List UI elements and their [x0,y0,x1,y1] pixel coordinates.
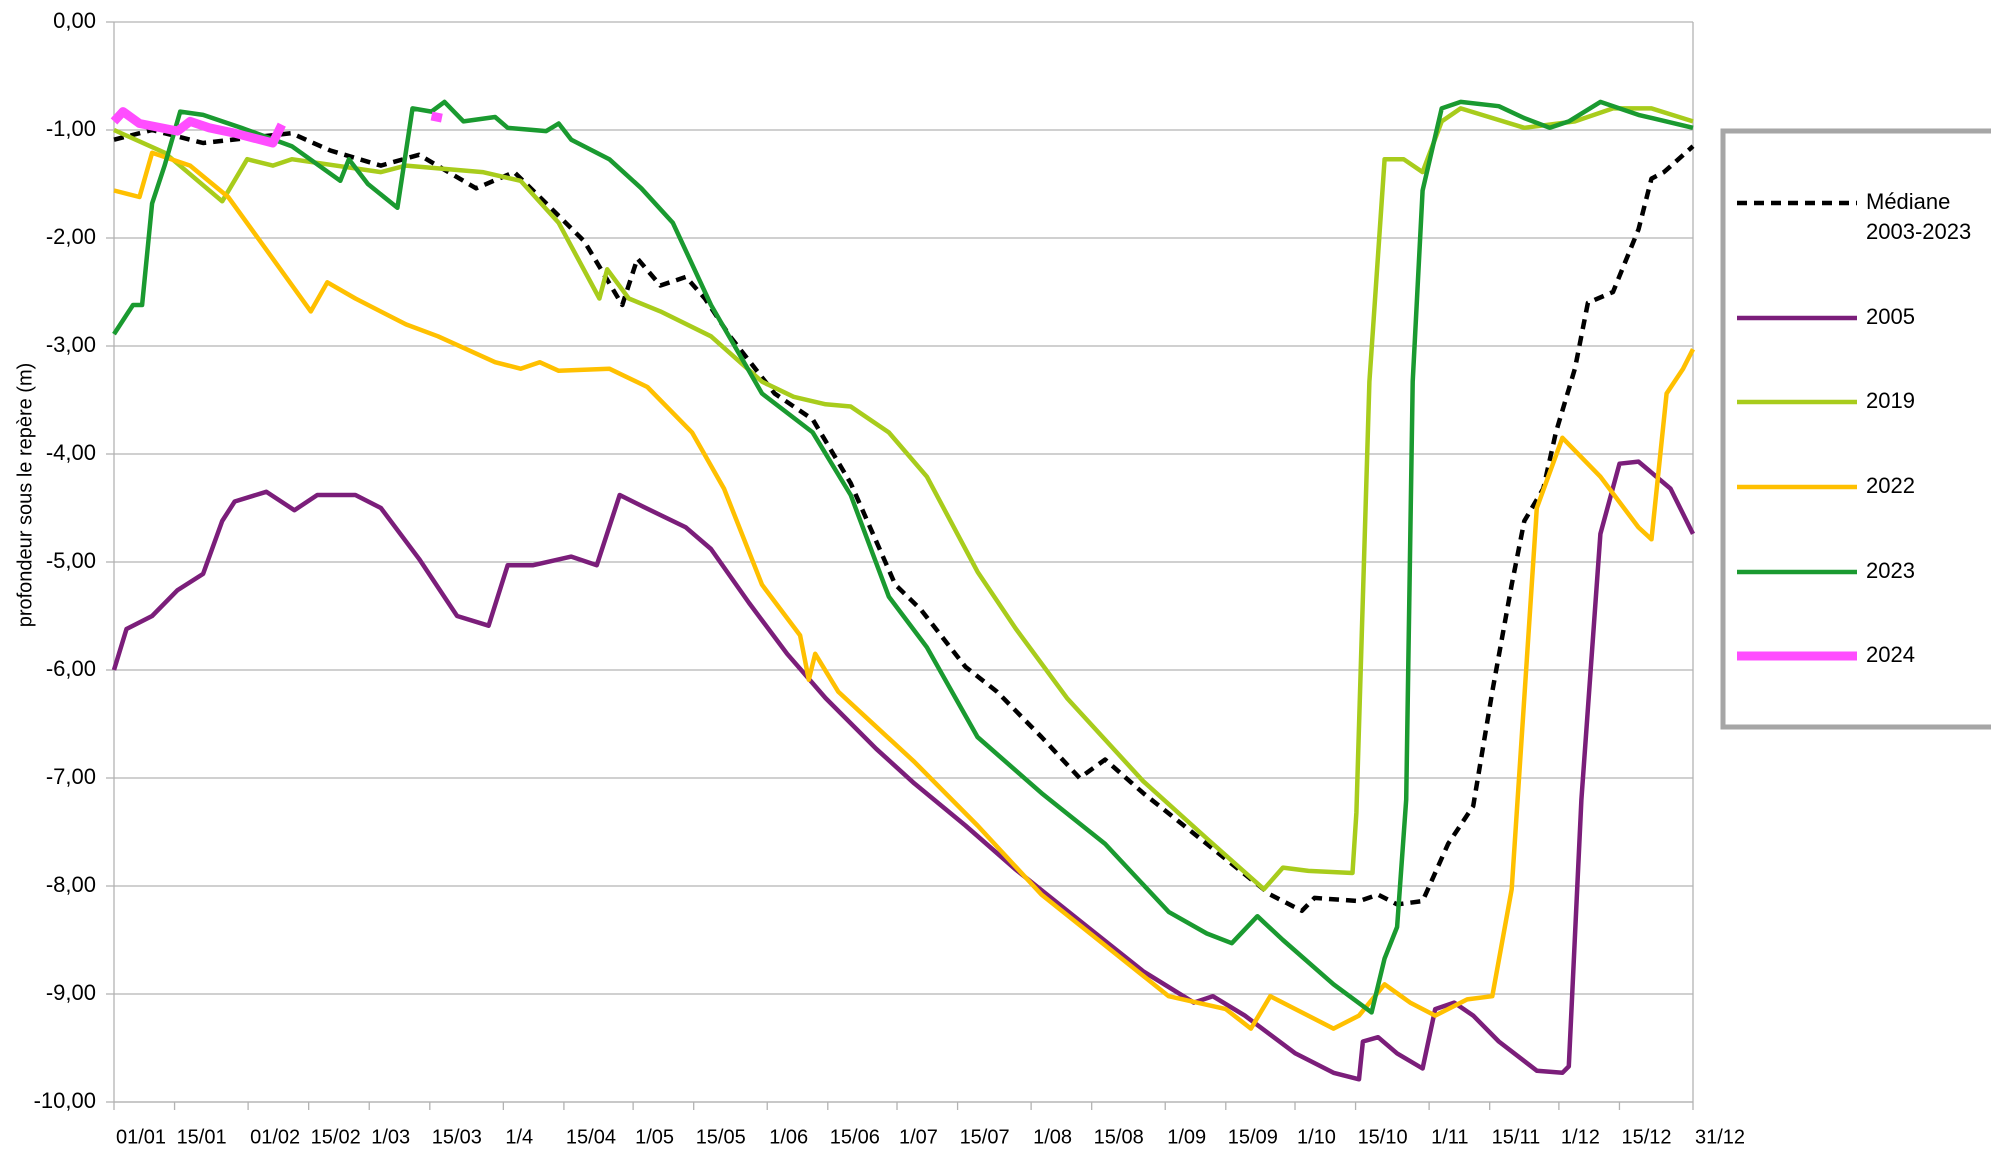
x-tick-label: 1/07 [899,1126,938,1148]
series-line [111,459,1696,1082]
series-line [113,127,1695,914]
legend-label: Médiane 2003-2023 [1866,189,1971,244]
legend-label: 2005 [1866,304,1915,329]
y-tick-label: -2,00 [46,224,96,249]
y-tick-label: -10,00 [34,1088,96,1113]
x-tick-label: 15/12 [1621,1126,1671,1148]
x-tick-label: 01/02 [250,1126,300,1148]
x-tick-label: 1/4 [505,1126,533,1148]
y-tick-label: -3,00 [46,332,96,357]
x-tick-label: 15/01 [177,1126,227,1148]
x-tick-label: 31/12 [1695,1126,1745,1148]
x-tick-label: 15/10 [1358,1126,1408,1148]
x-tick-label: 1/09 [1167,1126,1206,1148]
legend-label: 2023 [1866,558,1915,583]
series-line [112,99,1694,1015]
y-tick-label: -1,00 [46,116,96,141]
x-tick-label: 1/11 [1431,1126,1468,1148]
x-tick-label: 1/05 [635,1126,674,1148]
series-line [113,150,1696,1031]
y-axis-label: profondeur sous le repère (m) [14,363,36,628]
grid [114,21,1693,1103]
x-tick-label: 15/06 [830,1126,880,1148]
x-tick-label: 1/08 [1033,1126,1072,1148]
y-tick-label: -6,00 [46,656,96,681]
x-tick-label: 01/01 [116,1126,166,1148]
x-tick-label: 15/05 [696,1126,746,1148]
legend-label-line: Médiane [1866,189,1950,214]
y-tick-label: -9,00 [46,980,96,1005]
legend-label: 2024 [1866,642,1915,667]
x-tick-label: 1/03 [371,1126,410,1148]
x-tick-label: 15/08 [1094,1126,1144,1148]
legend-label-line: 2003-2023 [1866,219,1971,244]
legend-label: 2022 [1866,473,1915,498]
series-line [110,107,443,148]
y-tick-label: -5,00 [46,548,96,573]
x-tick-label: 15/07 [960,1126,1010,1148]
x-tick-label: 15/09 [1228,1126,1278,1148]
y-tick-label: -7,00 [46,764,96,789]
y-tick-label: 0,00 [53,8,96,33]
x-tick-label: 15/02 [311,1126,361,1148]
x-tick-label: 15/03 [432,1126,482,1148]
x-tick-label: 1/12 [1561,1126,1600,1148]
y-tick-label: -4,00 [46,440,96,465]
legend-box [1720,128,1991,730]
legend-label: 2019 [1866,388,1915,413]
x-tick-label: 1/06 [769,1126,808,1148]
x-tick-label: 15/04 [566,1126,616,1148]
x-tick-label: 1/10 [1297,1126,1336,1148]
x-tick-label: 15/11 [1492,1126,1541,1148]
y-tick-label: -8,00 [46,872,96,897]
